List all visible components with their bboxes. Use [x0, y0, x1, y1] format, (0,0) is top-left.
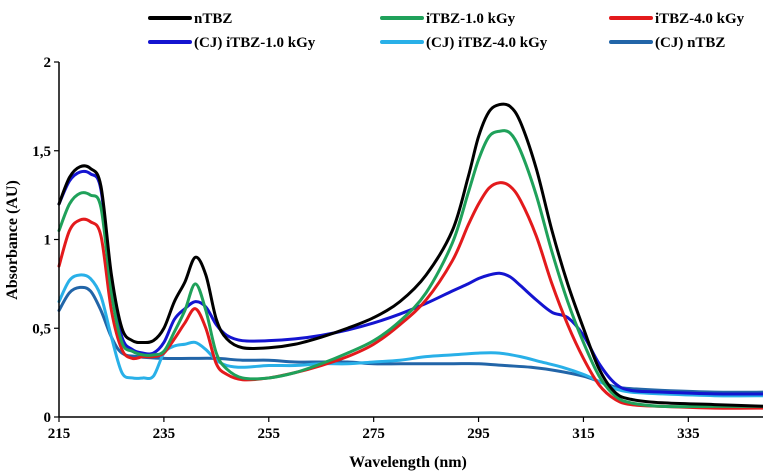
- series-line-itbz-1-0-kgy: [57, 129, 763, 409]
- legend-label-itbz-1-0-kgy: iTBZ-1.0 kGy: [426, 11, 516, 27]
- x-tick-label: 235: [153, 426, 176, 442]
- x-ticks: 215 235 255 275 295 315 335: [48, 417, 700, 442]
- series-line-ntbz: [57, 102, 763, 408]
- plot-lines: [57, 102, 763, 410]
- y-tick-label: 0: [44, 410, 52, 426]
- y-tick-label: 1: [44, 233, 52, 249]
- legend-label-ntbz: nTBZ: [194, 11, 232, 27]
- y-axis-title: Absorbance (AU): [4, 180, 21, 300]
- y-tick-label: 2: [44, 55, 52, 71]
- legend-label-cj-itbz-4-0-kgy: (CJ) iTBZ-4.0 kGy: [426, 35, 548, 51]
- series-line-itbz-4-0-kgy: [57, 181, 763, 410]
- y-ticks: 0 0,5 1 1,5 2: [32, 55, 59, 426]
- series-line-cj-itbz-1-0-kgy: [57, 169, 763, 396]
- series-line-cj-itbz-4-0-kgy: [57, 273, 763, 398]
- legend-label-itbz-4-0-kgy: iTBZ-4.0 kGy: [655, 11, 745, 27]
- x-tick-label: 215: [48, 426, 71, 442]
- x-tick-label: 255: [258, 426, 281, 442]
- y-tick-label: 1,5: [32, 144, 51, 160]
- x-axis-title: Wavelength (nm): [349, 454, 467, 471]
- legend: nTBZ iTBZ-1.0 kGy iTBZ-4.0 kGy (CJ) iTBZ-1.…: [148, 11, 745, 51]
- x-tick-label: 335: [677, 426, 700, 442]
- x-tick-label: 295: [467, 426, 490, 442]
- y-tick-label: 0,5: [32, 321, 51, 337]
- legend-label-cj-ntbz: (CJ) nTBZ: [655, 35, 725, 51]
- x-tick-label: 315: [572, 426, 595, 442]
- x-tick-label: 275: [362, 426, 385, 442]
- legend-label-cj-itbz-1-0-kgy: (CJ) iTBZ-1.0 kGy: [194, 35, 316, 51]
